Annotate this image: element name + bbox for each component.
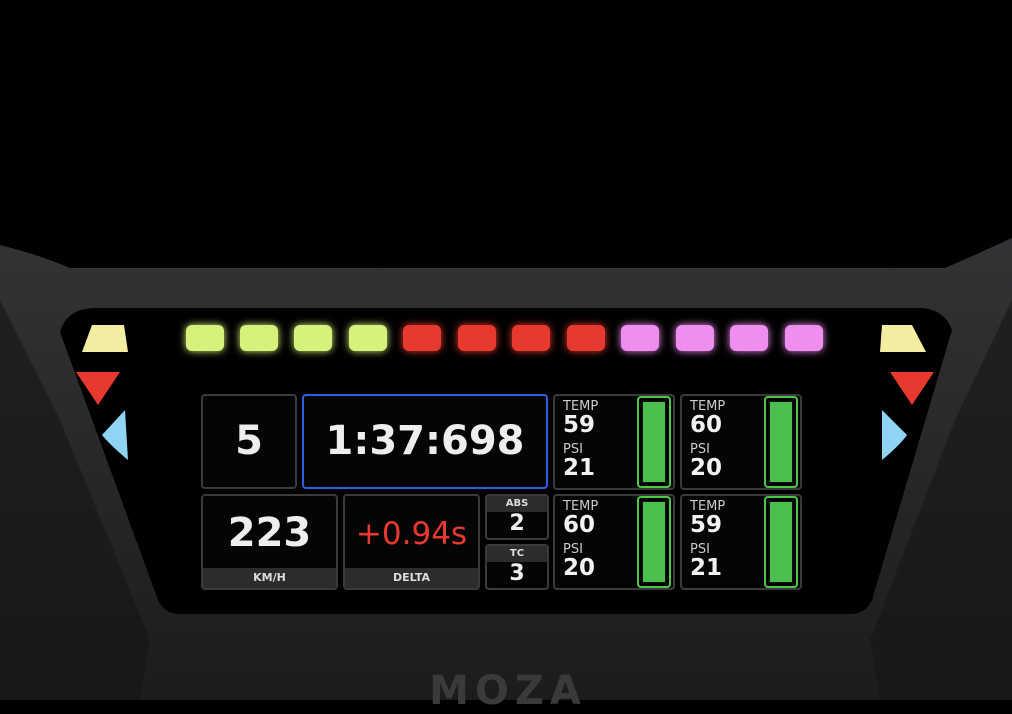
right-side-leds (880, 325, 934, 460)
tire-status-bar (764, 496, 798, 588)
right-led-yellow (880, 325, 926, 352)
tire-status-bar (637, 496, 671, 588)
right-led-blue (882, 410, 907, 460)
psi-label: PSI (690, 442, 710, 457)
rev-led (403, 325, 441, 351)
rev-led (349, 325, 387, 351)
temp-value: 60 (690, 412, 723, 438)
tc-value: 3 (509, 561, 525, 586)
rev-led (621, 325, 659, 351)
rev-led (294, 325, 332, 351)
rev-led (186, 325, 224, 351)
left-side-leds (76, 325, 128, 460)
delta-label: DELTA (345, 568, 478, 588)
temp-label: TEMP (563, 499, 599, 514)
tire-tile: TEMP 59 PSI 21 (680, 494, 802, 590)
gear-tile: 5 (201, 394, 297, 489)
tire-tile: TEMP 59 PSI 21 (553, 394, 675, 490)
rev-led (240, 325, 278, 351)
tire-tile: TEMP 60 PSI 20 (680, 394, 802, 490)
temp-label: TEMP (690, 399, 726, 414)
rev-led (785, 325, 823, 351)
left-led-yellow (82, 325, 128, 352)
rev-led (567, 325, 605, 351)
temp-value: 59 (690, 512, 723, 538)
moza-logo: MOZA (429, 668, 587, 714)
psi-value: 20 (563, 555, 596, 581)
abs-label: ABS (487, 496, 547, 512)
tc-tile: TC 3 (485, 544, 549, 590)
rev-led (512, 325, 550, 351)
abs-value: 2 (509, 511, 525, 536)
temp-label: TEMP (690, 499, 726, 514)
tire-status-bar (764, 396, 798, 488)
temp-value: 60 (563, 512, 596, 538)
left-led-red (76, 372, 120, 405)
temp-value: 59 (563, 412, 596, 438)
psi-label: PSI (563, 442, 583, 457)
psi-value: 20 (690, 455, 723, 481)
abs-tile: ABS 2 (485, 494, 549, 540)
tc-label: TC (487, 546, 547, 562)
gear-value: 5 (235, 418, 263, 464)
speed-value: 223 (227, 510, 312, 556)
left-led-blue (102, 410, 128, 460)
temp-label: TEMP (563, 399, 599, 414)
lap-time-value: 1:37:698 (325, 418, 525, 464)
delta-tile: +0.94s DELTA (343, 494, 480, 590)
rev-led (730, 325, 768, 351)
psi-label: PSI (690, 542, 710, 557)
tire-tile: TEMP 60 PSI 20 (553, 494, 675, 590)
rev-led (676, 325, 714, 351)
delta-value: +0.94s (355, 516, 468, 552)
psi-label: PSI (563, 542, 583, 557)
speed-unit: KM/H (203, 568, 336, 588)
psi-value: 21 (563, 455, 596, 481)
psi-value: 21 (690, 555, 723, 581)
tire-status-bar (637, 396, 671, 488)
right-led-red (890, 372, 934, 405)
speed-tile: 223 KM/H (201, 494, 338, 590)
rev-led (458, 325, 496, 351)
lap-time-tile: 1:37:698 (302, 394, 548, 489)
